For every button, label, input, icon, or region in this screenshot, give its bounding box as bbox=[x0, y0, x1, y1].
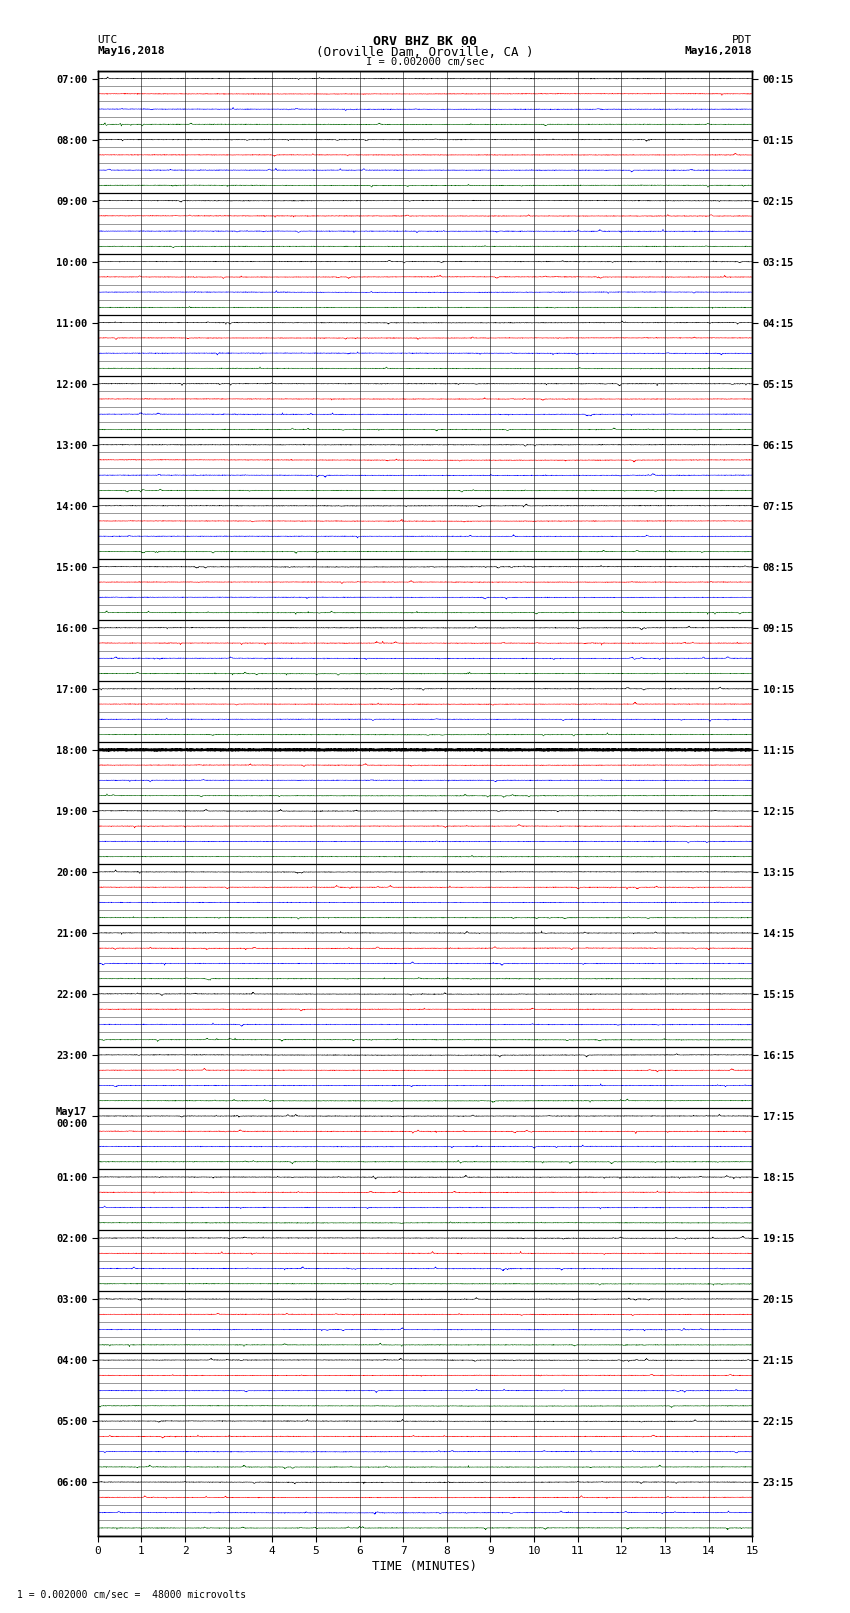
Text: May16,2018: May16,2018 bbox=[685, 45, 752, 56]
Text: I = 0.002000 cm/sec: I = 0.002000 cm/sec bbox=[366, 58, 484, 68]
X-axis label: TIME (MINUTES): TIME (MINUTES) bbox=[372, 1560, 478, 1573]
Text: PDT: PDT bbox=[732, 35, 752, 45]
Text: 1 = 0.002000 cm/sec =  48000 microvolts: 1 = 0.002000 cm/sec = 48000 microvolts bbox=[17, 1590, 246, 1600]
Text: ORV BHZ BK 00: ORV BHZ BK 00 bbox=[373, 35, 477, 48]
Text: UTC: UTC bbox=[98, 35, 118, 45]
Text: (Oroville Dam, Oroville, CA ): (Oroville Dam, Oroville, CA ) bbox=[316, 45, 534, 60]
Text: May16,2018: May16,2018 bbox=[98, 45, 165, 56]
